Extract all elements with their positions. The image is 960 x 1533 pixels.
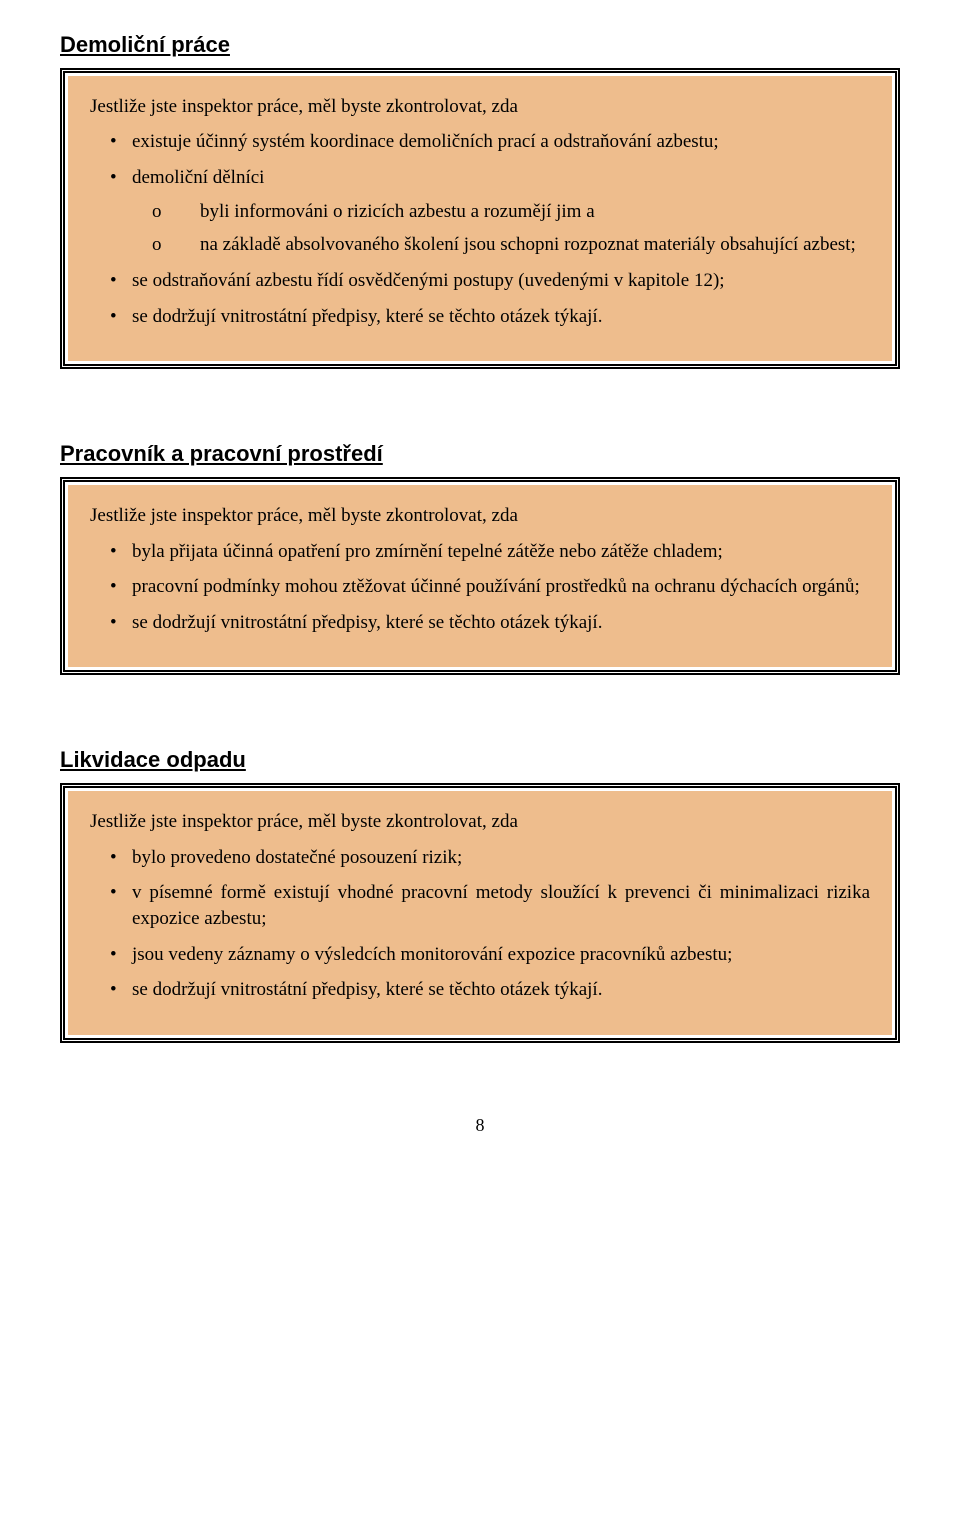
sub-list: o byli informováni o rizicích azbestu a r… [132,199,870,258]
content-box-inner: Jestliže jste inspektor práce, měl byste… [68,791,892,1035]
sub-list-item: o byli informováni o rizicích azbestu a r… [132,199,870,225]
content-box-inner: Jestliže jste inspektor práce, měl byste… [68,76,892,361]
list-item: se dodržují vnitrostátní předpisy, které… [90,610,870,636]
section-title: Demoliční práce [60,30,900,60]
page-number: 8 [60,1113,900,1137]
list-item-text: byla přijata účinná opatření pro zmírněn… [132,541,723,562]
section: Demoliční práce Jestliže jste inspektor p… [60,30,900,369]
sub-list-item: o na základě absolvovaného školení jsou s… [132,232,870,258]
list-item: pracovní podmínky mohou ztěžovat účinné … [90,574,870,600]
sub-list-item-text: na základě absolvovaného školení jsou sc… [200,234,856,255]
list-item: jsou vedeny záznamy o výsledcích monitor… [90,942,870,968]
list-item: v písemné formě existují vhodné pracovní… [90,880,870,931]
list-item: existuje účinný systém koordinace demoli… [90,129,870,155]
section-title: Pracovník a pracovní prostředí [60,439,900,469]
section: Likvidace odpadu Jestliže jste inspektor … [60,745,900,1043]
list-item-text: se dodržují vnitrostátní předpisy, které… [132,979,602,1000]
list-item-text: existuje účinný systém koordinace demoli… [132,131,719,152]
bullet-list: existuje účinný systém koordinace demoli… [90,129,870,329]
list-item-text: v písemné formě existují vhodné pracovní… [132,882,870,929]
intro-text: Jestliže jste inspektor práce, měl byste… [90,809,870,835]
list-item: demoliční dělníci o byli informováni o riz… [90,165,870,258]
intro-text: Jestliže jste inspektor práce, měl byste… [90,503,870,529]
sub-marker: o [152,232,162,258]
list-item-text: se odstraňování azbestu řídí osvědčenými… [132,270,725,291]
list-item-text: se dodržují vnitrostátní předpisy, které… [132,612,602,633]
list-item-text: jsou vedeny záznamy o výsledcích monitor… [132,944,732,965]
section-title: Likvidace odpadu [60,745,900,775]
list-item: byla přijata účinná opatření pro zmírněn… [90,539,870,565]
list-item: se dodržují vnitrostátní předpisy, které… [90,977,870,1003]
content-box: Jestliže jste inspektor práce, měl byste… [60,477,900,676]
bullet-list: byla přijata účinná opatření pro zmírněn… [90,539,870,636]
content-box: Jestliže jste inspektor práce, měl byste… [60,68,900,369]
section: Pracovník a pracovní prostředí Jestliže j… [60,439,900,675]
list-item-text: bylo provedeno dostatečné posouzení rizi… [132,847,462,868]
bullet-list: bylo provedeno dostatečné posouzení rizi… [90,845,870,1003]
list-item-text: se dodržují vnitrostátní předpisy, které… [132,306,602,327]
list-item: bylo provedeno dostatečné posouzení rizi… [90,845,870,871]
content-box: Jestliže jste inspektor práce, měl byste… [60,783,900,1043]
sub-list-item-text: byli informováni o rizicích azbestu a ro… [200,201,595,222]
list-item-text: demoliční dělníci [132,167,264,188]
list-item-text: pracovní podmínky mohou ztěžovat účinné … [132,576,860,597]
sub-marker: o [152,199,162,225]
content-box-inner: Jestliže jste inspektor práce, měl byste… [68,485,892,668]
list-item: se dodržují vnitrostátní předpisy, které… [90,304,870,330]
list-item: se odstraňování azbestu řídí osvědčenými… [90,268,870,294]
intro-text: Jestliže jste inspektor práce, měl byste… [90,94,870,120]
